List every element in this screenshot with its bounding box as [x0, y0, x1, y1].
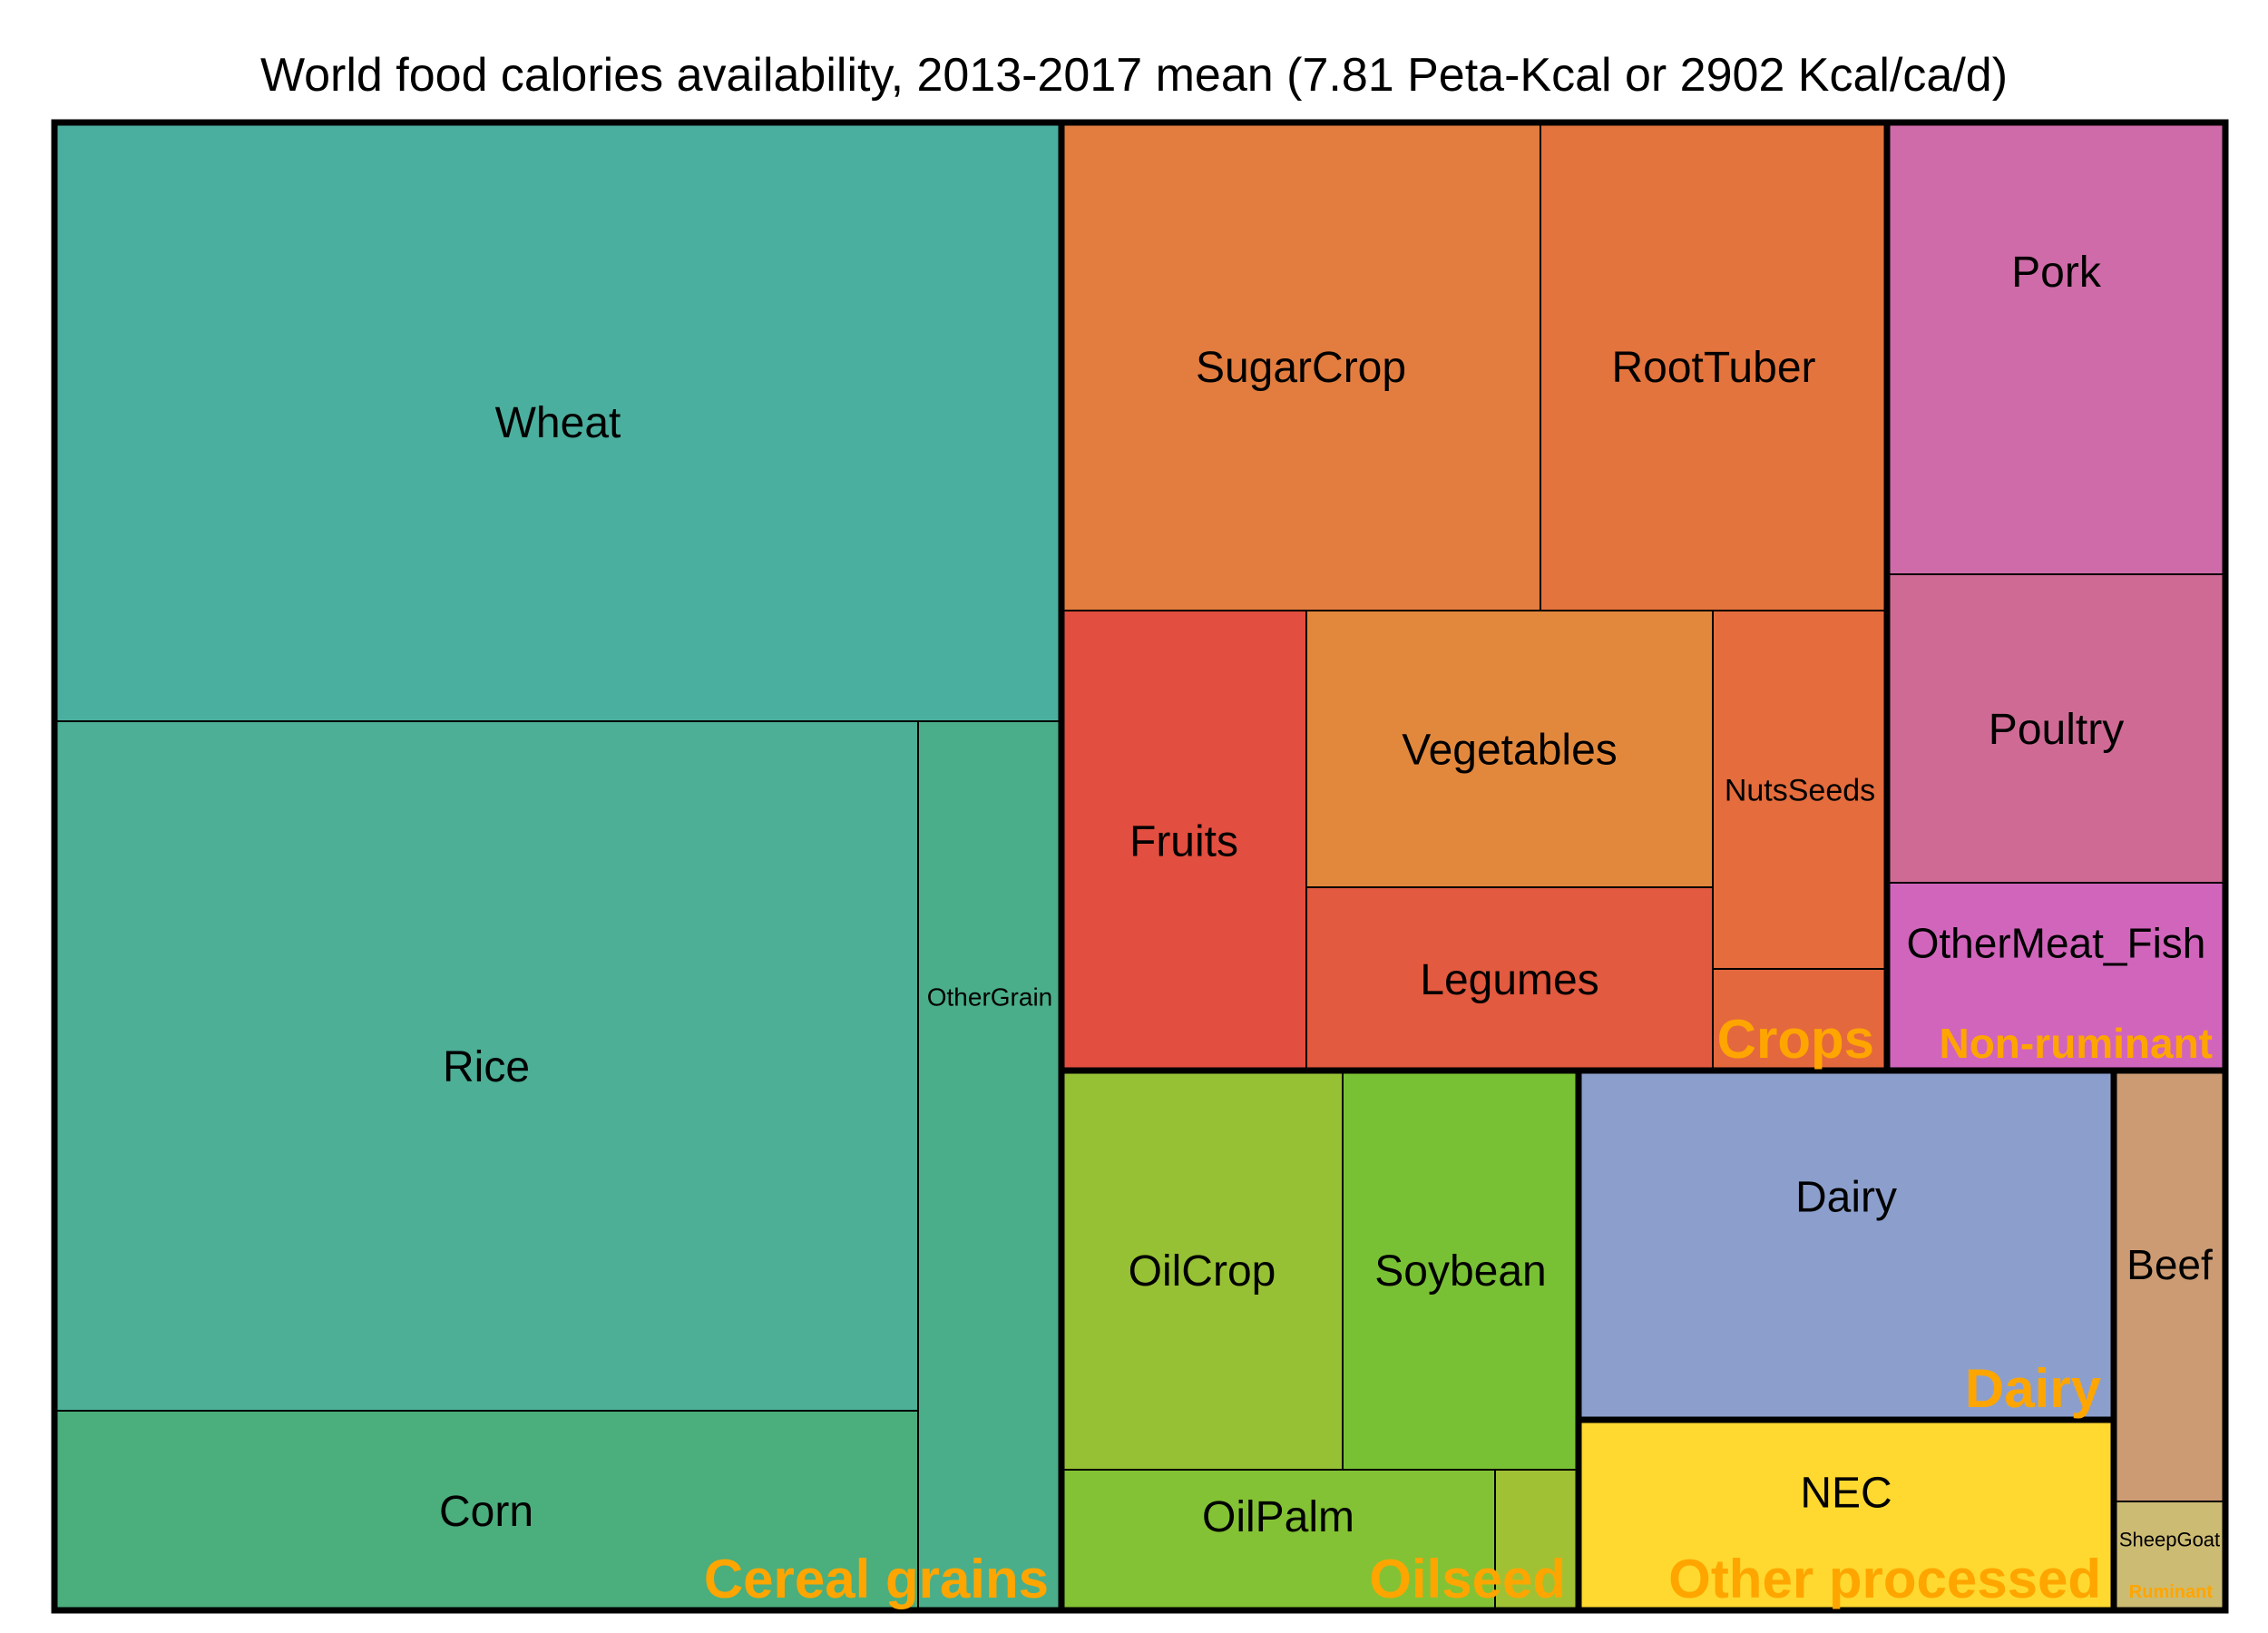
treemap-tile-oilpalm [1061, 1469, 1496, 1611]
treemap-tile-dairy [1578, 1070, 2115, 1421]
treemap-tile-rice [54, 720, 919, 1412]
group-border-ruminant [2110, 1067, 2229, 1614]
tile-label-corn: Corn [439, 1488, 533, 1536]
tile-label-nec: NEC [1800, 1470, 1892, 1518]
group-label-other-processed: Other processed [1668, 1549, 2101, 1609]
tile-label-fruits: Fruits [1129, 817, 1238, 865]
treemap-tile-legumes [1305, 886, 1714, 1071]
treemap-tile-pork [1886, 122, 2226, 575]
treemap-tile-sheepgoat [2113, 1501, 2226, 1611]
tile-label-roottuber: RootTuber [1612, 344, 1816, 392]
tile-label-sugarcrop: SugarCrop [1196, 344, 1406, 392]
tile-label-nutsseeds: NutsSeeds [1725, 773, 1875, 807]
group-label-dairy: Dairy [1965, 1358, 2102, 1419]
treemap-tile-nec [1578, 1419, 2115, 1611]
tile-label-sheepgoat: SheepGoat [2119, 1529, 2220, 1551]
tile-label-dairy: Dairy [1795, 1173, 1897, 1221]
tile-label-oilpalm: OilPalm [1202, 1493, 1354, 1541]
tile-label-rice: Rice [443, 1043, 530, 1091]
treemap-tile-beef [2113, 1070, 2226, 1502]
tile-label-othergrain: OtherGrain [927, 983, 1053, 1012]
tile-label-othermeat-fish: OtherMeat_Fish [1907, 919, 2206, 966]
treemap-tile-vegetables [1305, 610, 1714, 888]
treemap-tile-wheat [54, 122, 1062, 722]
treemap-tile-oilseed-other-3 [1494, 1469, 1579, 1611]
treemap-tile-crops-other-6 [1712, 968, 1888, 1071]
tile-label-vegetables: Vegetables [1402, 726, 1618, 774]
treemap-tile-othergrain [917, 720, 1062, 1611]
group-label-ruminant: Ruminant [2129, 1582, 2214, 1602]
tile-label-beef: Beef [2126, 1241, 2213, 1288]
treemap-tile-corn [54, 1410, 919, 1611]
chart-title: World food calories availability, 2013-2… [260, 49, 2008, 102]
treemap-tile-fruits [1061, 610, 1307, 1071]
group-label-non-ruminant: Non-ruminant [1939, 1020, 2213, 1067]
treemap-tile-sugarcrop [1061, 122, 1541, 611]
treemap-tile-oilcrop [1061, 1070, 1344, 1471]
tile-label-pork: Pork [2011, 249, 2102, 297]
tile-label-wheat: Wheat [495, 399, 621, 447]
tile-label-soybean: Soybean [1374, 1247, 1547, 1296]
group-label-oilseed: Oilseed [1369, 1549, 1566, 1609]
tile-label-oilcrop: OilCrop [1129, 1247, 1276, 1296]
treemap-tile-roottuber [1540, 122, 1888, 611]
tile-label-legumes: Legumes [1420, 956, 1598, 1004]
tile-label-poultry: Poultry [1989, 706, 2124, 754]
group-label-cereal-grains: Cereal grains [704, 1549, 1049, 1609]
treemap-tile-othermeat-fish [1886, 882, 2226, 1071]
group-label-crops: Crops [1717, 1009, 1874, 1070]
